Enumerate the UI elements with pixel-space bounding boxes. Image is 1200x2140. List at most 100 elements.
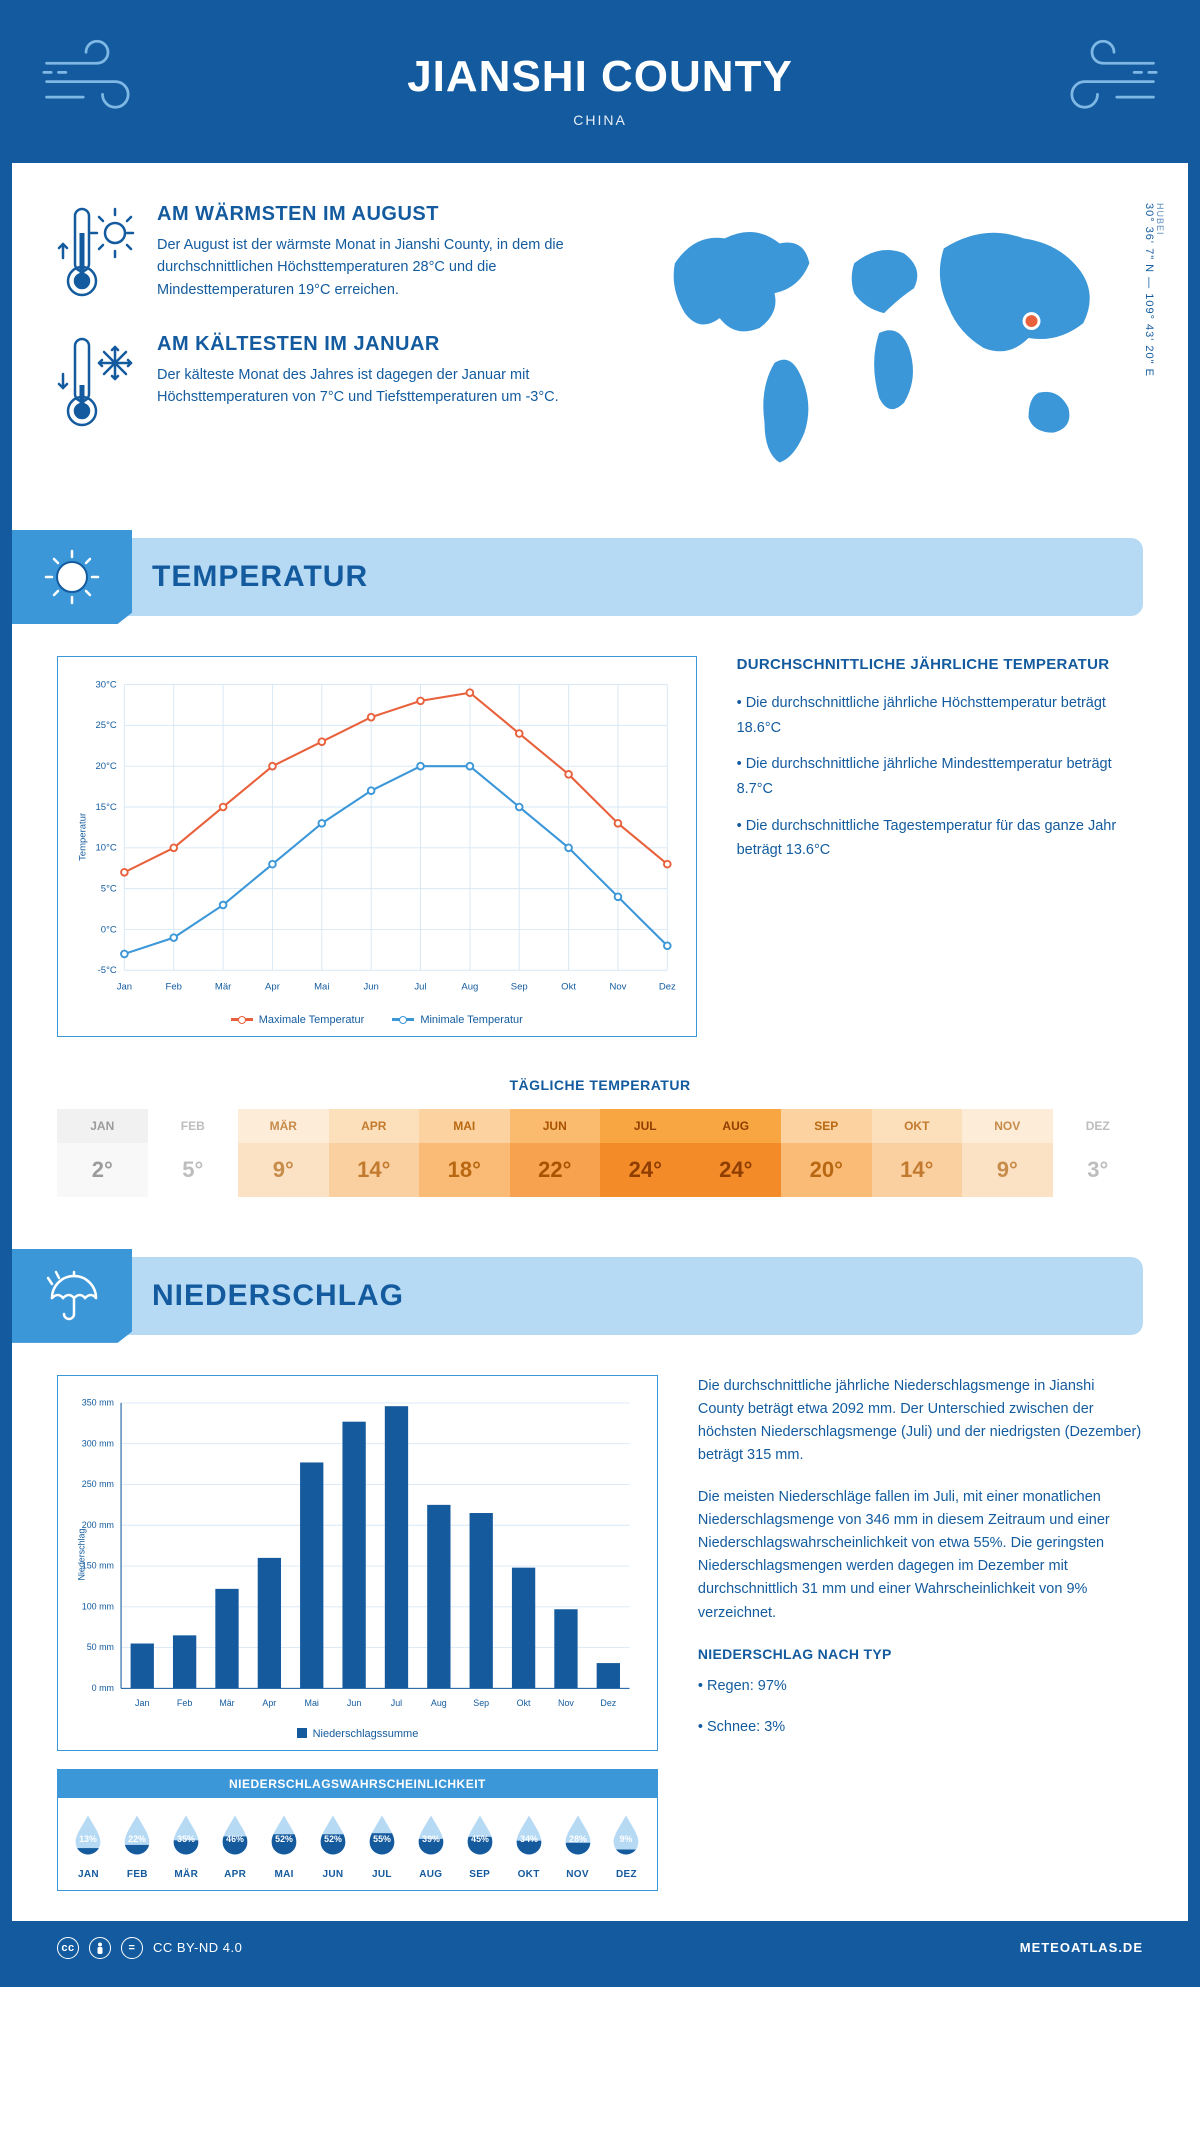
fact-cold-body: Der kälteste Monat des Jahres ist dagege…: [157, 364, 605, 409]
page-subtitle: CHINA: [32, 112, 1168, 128]
svg-text:Dez: Dez: [659, 981, 676, 992]
svg-text:Jun: Jun: [363, 981, 378, 992]
raindrop-icon: 35%: [168, 1812, 204, 1858]
svg-text:55%: 55%: [373, 1834, 391, 1844]
svg-text:22%: 22%: [129, 1834, 147, 1844]
prob-cell: 28% NOV: [553, 1812, 602, 1880]
thermometer-hot-icon: [57, 203, 137, 303]
precip-type: • Schnee: 3%: [698, 1716, 1143, 1739]
svg-text:Aug: Aug: [461, 981, 478, 992]
legend-min: Minimale Temperatur: [392, 1014, 523, 1026]
fact-warm-body: Der August ist der wärmste Monat in Jian…: [157, 234, 605, 301]
svg-text:Mär: Mär: [215, 981, 232, 992]
svg-text:46%: 46%: [226, 1834, 244, 1844]
raindrop-icon: 55%: [364, 1812, 400, 1858]
svg-text:25°C: 25°C: [96, 720, 117, 731]
daily-temp-month: JAN: [57, 1109, 148, 1143]
fact-warmest: AM WÄRMSTEN IM AUGUST Der August ist der…: [57, 203, 605, 303]
svg-text:Apr: Apr: [265, 981, 281, 992]
daily-temp-value: 9°: [962, 1143, 1053, 1197]
cc-icon: cc: [57, 1937, 79, 1959]
raindrop-icon: 22%: [119, 1812, 155, 1858]
temp-bullet: • Die durchschnittliche jährliche Höchst…: [737, 691, 1143, 740]
svg-text:Sep: Sep: [473, 1698, 489, 1708]
daily-temp-value: 9°: [238, 1143, 329, 1197]
daily-temp-month: SEP: [781, 1109, 872, 1143]
daily-temperature-table: TÄGLICHE TEMPERATUR JANFEBMÄRAPRMAIJUNJU…: [12, 1067, 1188, 1237]
legend-max: Maximale Temperatur: [231, 1014, 365, 1026]
svg-text:34%: 34%: [520, 1834, 538, 1844]
svg-text:150 mm: 150 mm: [82, 1561, 114, 1571]
temperature-line-chart: -5°C0°C5°C10°C15°C20°C25°C30°CJanFebMärA…: [57, 656, 697, 1037]
daily-temp-value: 14°: [329, 1143, 420, 1197]
daily-temp-value: 18°: [419, 1143, 510, 1197]
svg-text:52%: 52%: [275, 1834, 293, 1844]
prob-cell: 45% SEP: [455, 1812, 504, 1880]
svg-text:52%: 52%: [324, 1834, 342, 1844]
prob-cell: 13% JAN: [64, 1812, 113, 1880]
section-precipitation: NIEDERSCHLAG: [12, 1257, 1143, 1335]
daily-temp-month: JUN: [510, 1109, 601, 1143]
svg-text:Mär: Mär: [219, 1698, 234, 1708]
daily-temp-month: FEB: [148, 1109, 239, 1143]
svg-text:10°C: 10°C: [96, 843, 117, 854]
prob-cell: 9% DEZ: [602, 1812, 651, 1880]
svg-text:Sep: Sep: [511, 981, 528, 992]
wind-icon: [1048, 37, 1158, 117]
fact-warm-title: AM WÄRMSTEN IM AUGUST: [157, 203, 605, 226]
svg-text:Nov: Nov: [609, 981, 626, 992]
raindrop-icon: 34%: [511, 1812, 547, 1858]
svg-text:39%: 39%: [422, 1834, 440, 1844]
precip-type: • Regen: 97%: [698, 1675, 1143, 1698]
svg-text:13%: 13%: [80, 1834, 98, 1844]
svg-text:250 mm: 250 mm: [82, 1479, 114, 1489]
svg-text:Jun: Jun: [347, 1698, 361, 1708]
prob-cell: 52% MAI: [260, 1812, 309, 1880]
prob-cell: 34% OKT: [504, 1812, 553, 1880]
daily-temp-month: NOV: [962, 1109, 1053, 1143]
fact-cold-title: AM KÄLTESTEN IM JANUAR: [157, 333, 605, 356]
svg-text:-5°C: -5°C: [98, 965, 117, 976]
sun-icon: [42, 547, 102, 607]
svg-text:28%: 28%: [569, 1834, 587, 1844]
svg-text:200 mm: 200 mm: [82, 1520, 114, 1530]
svg-text:9%: 9%: [620, 1834, 633, 1844]
coordinates: HUBEI 30° 36' 7" N — 109° 43' 20" E: [1143, 203, 1165, 377]
fact-coldest: AM KÄLTESTEN IM JANUAR Der kälteste Mona…: [57, 333, 605, 433]
svg-text:Mai: Mai: [314, 981, 329, 992]
daily-temp-month: OKT: [872, 1109, 963, 1143]
precipitation-bar-chart: 0 mm50 mm100 mm150 mm200 mm250 mm300 mm3…: [57, 1375, 658, 1751]
daily-temp-month: MÄR: [238, 1109, 329, 1143]
section-temperature: TEMPERATUR: [12, 538, 1143, 616]
svg-text:Mai: Mai: [305, 1698, 319, 1708]
daily-temp-month: DEZ: [1053, 1109, 1144, 1143]
svg-text:Dez: Dez: [600, 1698, 616, 1708]
raindrop-icon: 46%: [217, 1812, 253, 1858]
svg-text:30°C: 30°C: [96, 679, 117, 690]
daily-temp-value: 14°: [872, 1143, 963, 1197]
svg-text:Temperatur: Temperatur: [77, 812, 88, 861]
raindrop-icon: 52%: [266, 1812, 302, 1858]
temperature-summary: DURCHSCHNITTLICHE JÄHRLICHE TEMPERATUR •…: [737, 656, 1143, 875]
daily-temp-value: 24°: [691, 1143, 782, 1197]
svg-text:Niederschlag: Niederschlag: [76, 1528, 86, 1580]
umbrella-icon: [42, 1266, 102, 1326]
raindrop-icon: 28%: [560, 1812, 596, 1858]
raindrop-icon: 39%: [413, 1812, 449, 1858]
svg-text:Jul: Jul: [391, 1698, 402, 1708]
prob-cell: 39% AUG: [406, 1812, 455, 1880]
svg-text:Okt: Okt: [561, 981, 576, 992]
nd-icon: =: [121, 1937, 143, 1959]
world-map: HUBEI 30° 36' 7" N — 109° 43' 20" E: [645, 203, 1143, 488]
svg-text:0 mm: 0 mm: [92, 1683, 114, 1693]
svg-text:5°C: 5°C: [101, 883, 117, 894]
by-icon: [89, 1937, 111, 1959]
svg-text:Jan: Jan: [135, 1698, 149, 1708]
page-title: JIANSHI COUNTY: [32, 52, 1168, 102]
svg-text:20°C: 20°C: [96, 761, 117, 772]
daily-temp-value: 2°: [57, 1143, 148, 1197]
raindrop-icon: 13%: [70, 1812, 106, 1858]
svg-text:300 mm: 300 mm: [82, 1438, 114, 1448]
prob-cell: 22% FEB: [113, 1812, 162, 1880]
daily-temp-month: JUL: [600, 1109, 691, 1143]
